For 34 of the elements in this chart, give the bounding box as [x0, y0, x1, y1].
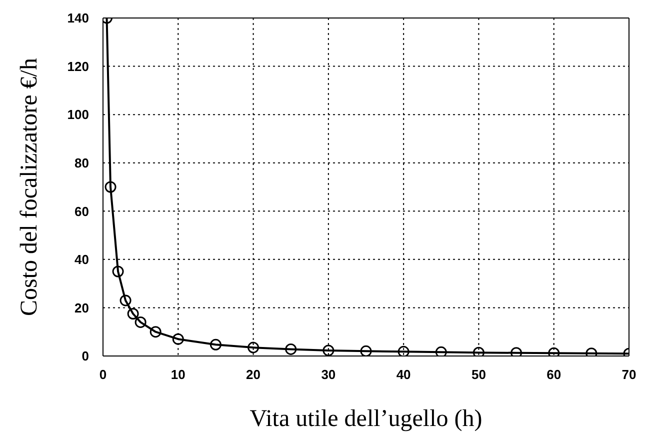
y-tick-label: 120	[67, 58, 89, 74]
y-tick-label: 20	[74, 300, 89, 316]
point	[127, 308, 139, 320]
point	[510, 347, 522, 356]
x-tick-label: 60	[546, 367, 562, 382]
point	[104, 181, 116, 193]
y-tick-label: 60	[74, 204, 89, 219]
x-tick-label: 20	[246, 367, 261, 382]
point	[360, 345, 372, 356]
point	[472, 346, 484, 356]
point	[248, 342, 260, 354]
point	[285, 343, 297, 355]
y-tick-label: 140	[67, 10, 89, 26]
point	[435, 346, 447, 356]
point	[134, 316, 146, 328]
y-tick-label: 0	[82, 348, 89, 364]
point	[210, 338, 222, 350]
point	[322, 344, 334, 356]
x-tick-label: 50	[471, 367, 486, 382]
point	[150, 326, 162, 338]
point	[112, 266, 124, 278]
y-axis-title: Costo del focalizzatore €/h	[16, 58, 43, 316]
point	[172, 333, 184, 345]
x-tick-label: 10	[170, 367, 186, 382]
x-tick-label: 70	[622, 367, 636, 382]
x-axis-title: Vita utile dell’ugello (h)	[250, 406, 482, 432]
y-tick-label: 100	[67, 107, 89, 122]
x-tick-label: 40	[396, 367, 411, 382]
y-tick-label: 80	[74, 155, 89, 170]
point	[120, 294, 132, 306]
point	[398, 346, 410, 356]
y-tick-label: 40	[74, 252, 89, 268]
x-tick-label: 30	[321, 367, 336, 382]
x-tick-label: 0	[99, 367, 107, 382]
